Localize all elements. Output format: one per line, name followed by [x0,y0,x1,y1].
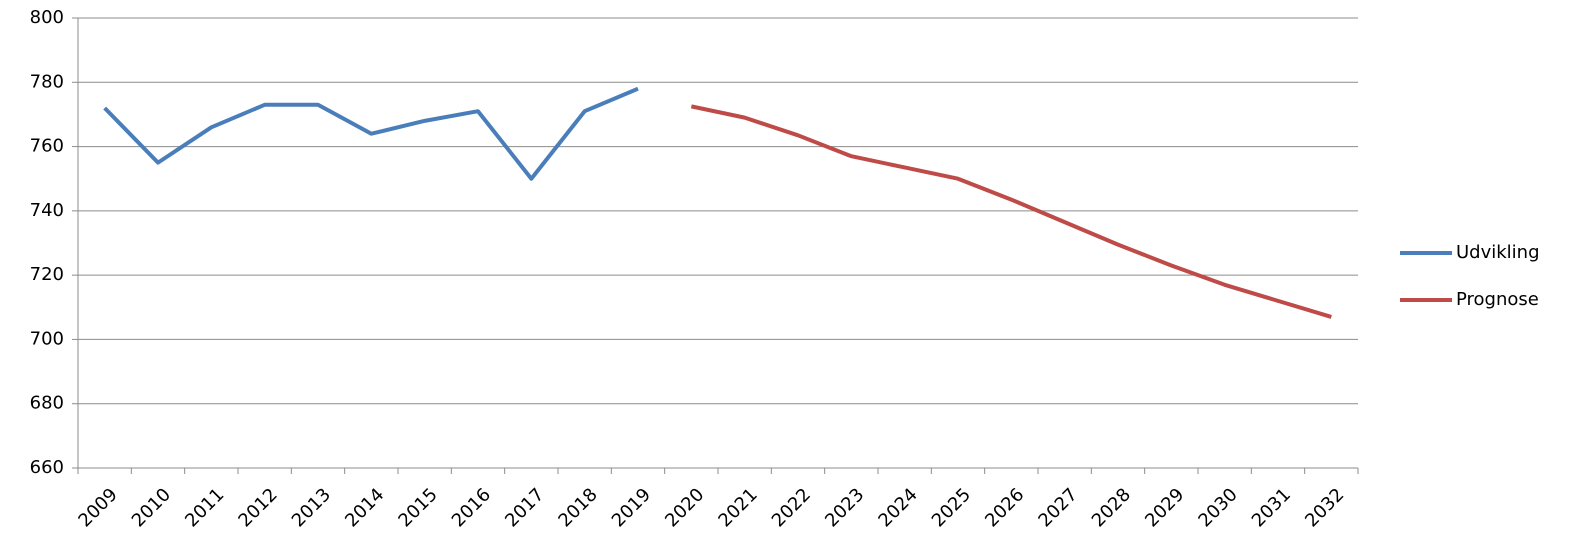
series-line [691,106,1331,317]
x-tick-label: 2014 [341,484,388,531]
x-tick-label: 2011 [181,484,228,531]
x-tick-label: 2020 [661,484,708,531]
x-tick-label: 2009 [74,484,121,531]
x-tick-label: 2016 [448,484,495,531]
x-tick-label: 2019 [608,484,655,531]
x-tick-label: 2012 [234,484,281,531]
y-tick-label: 760 [30,136,64,157]
legend-label: Prognose [1456,289,1539,310]
y-tick-label: 660 [30,457,64,478]
x-tick-label: 2025 [928,484,975,531]
x-tick-label: 2031 [1248,484,1295,531]
x-tick-label: 2032 [1301,484,1348,531]
x-tick-label: 2017 [501,484,548,531]
y-tick-label: 680 [30,393,64,414]
x-tick-label: 2010 [128,484,175,531]
series-line [105,89,638,179]
x-tick-label: 2030 [1194,484,1241,531]
y-tick-label: 740 [30,200,64,221]
y-tick-label: 800 [30,7,64,28]
chart: 660 680 700 720 740 760 780 800 2009201020112012… [0,0,1574,545]
x-tick-label: 2018 [554,484,601,531]
y-tick-label: 700 [30,328,64,349]
y-tick-label: 720 [30,264,64,285]
x-tick-label: 2021 [714,484,761,531]
x-tick-label: 2026 [981,484,1028,531]
x-tick-label: 2027 [1034,484,1081,531]
y-tick-label: 780 [30,71,64,92]
x-tick-label: 2024 [874,484,921,531]
x-tick-label: 2029 [1141,484,1188,531]
x-tick-label: 2028 [1088,484,1135,531]
legend-label: Udvikling [1456,242,1540,263]
x-tick-label: 2023 [821,484,868,531]
x-tick-label: 2013 [288,484,335,531]
x-tick-label: 2022 [768,484,815,531]
x-tick-label: 2015 [394,484,441,531]
